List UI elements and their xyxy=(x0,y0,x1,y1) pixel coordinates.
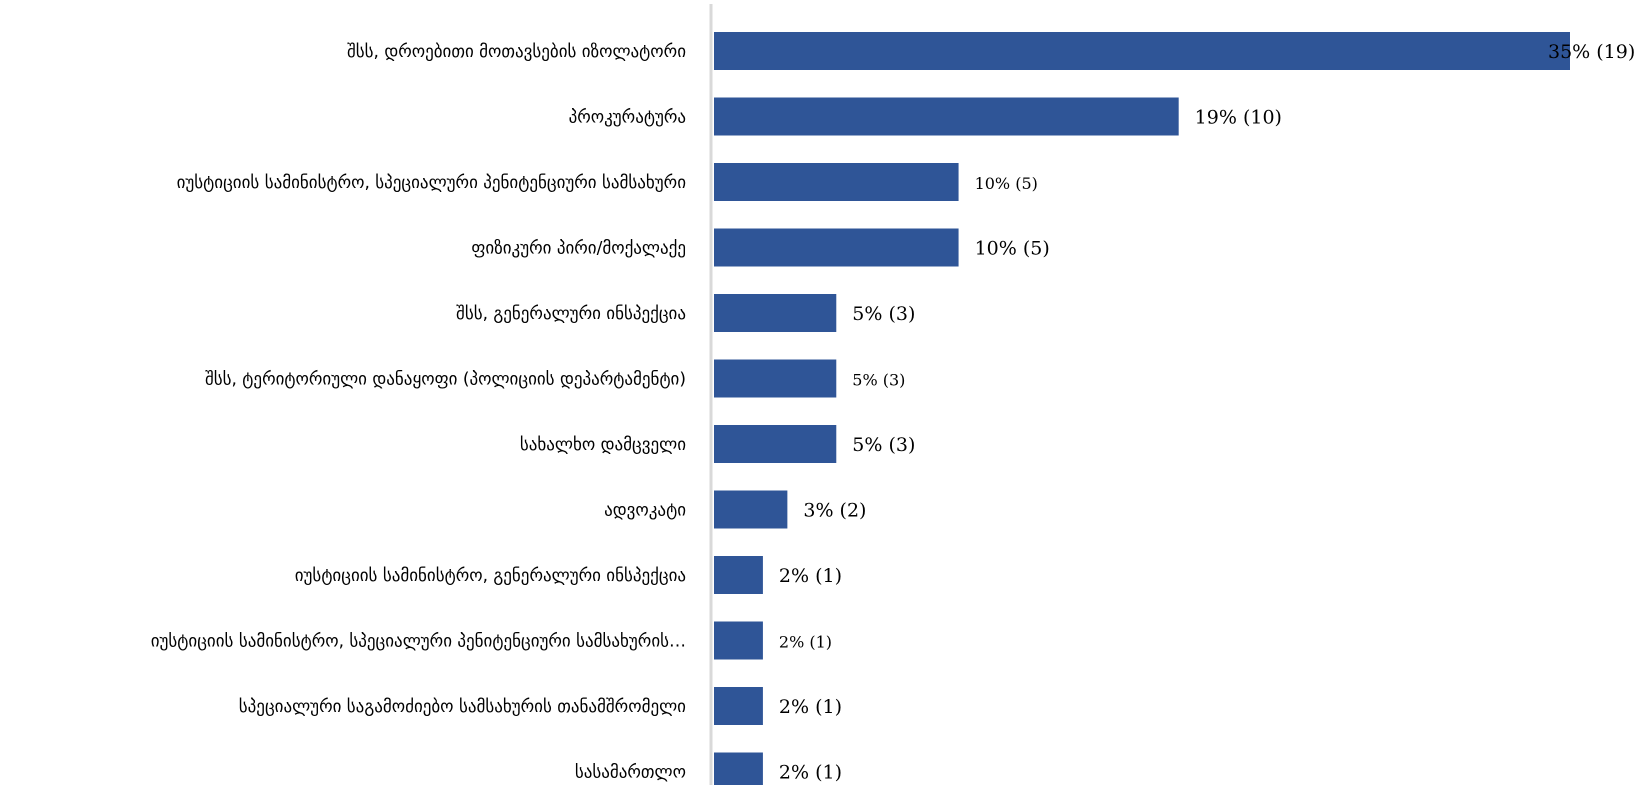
data-label: 2% (1) xyxy=(779,565,842,587)
category-label: ადვოკატი xyxy=(604,501,686,521)
category-label: იუსტიციის სამინისტრო, გენერალური ინსპექც… xyxy=(295,566,686,586)
category-label: სასამართლო xyxy=(575,763,686,783)
bar xyxy=(714,425,837,463)
category-label: შსს, დროებითი მოთავსების იზოლატორი xyxy=(347,42,686,62)
bar xyxy=(714,490,788,529)
data-label: 3% (2) xyxy=(803,500,866,522)
data-label: 10% (5) xyxy=(975,174,1038,193)
category-label: სახალხო დამცველი xyxy=(520,435,686,455)
data-label: 2% (1) xyxy=(779,762,842,784)
bar xyxy=(714,359,837,398)
category-label: ფიზიკური პირი/მოქალაქე xyxy=(471,239,686,259)
bar xyxy=(714,621,763,660)
data-label: 5% (3) xyxy=(852,303,915,325)
category-label: იუსტიციის სამინისტრო, სპეციალური პენიტენ… xyxy=(177,173,686,193)
bar xyxy=(714,228,959,267)
bar xyxy=(714,163,959,201)
data-label: 10% (5) xyxy=(975,238,1050,260)
category-label: შსს, ტერიტორიული დანაყოფი (პოლიციის დეპა… xyxy=(205,370,686,390)
bar xyxy=(714,556,763,594)
data-label: 35% (19) xyxy=(1548,41,1635,63)
data-label: 5% (3) xyxy=(852,371,905,390)
data-label: 2% (1) xyxy=(779,696,842,718)
data-label: 2% (1) xyxy=(779,633,832,652)
category-label: პროკურატურა xyxy=(569,108,686,128)
data-labels-group: 35% (19) 19% (10) 10% (5) 10% (5) 5% (3) 5% (… xyxy=(779,41,1635,784)
category-label: სპეციალური საგამოძიებო სამსახურის თანამშ… xyxy=(239,697,686,717)
bar xyxy=(714,294,837,332)
category-label: იუსტიციის სამინისტრო, სპეციალური პენიტენ… xyxy=(151,632,686,652)
bar xyxy=(714,752,763,785)
bar xyxy=(714,32,1570,70)
bar xyxy=(714,687,763,725)
data-label: 5% (3) xyxy=(852,434,915,456)
category-label: შსს, გენერალური ინსპექცია xyxy=(456,304,686,324)
category-labels-group: შსს, დროებითი მოთავსების იზოლატორი პროკურ… xyxy=(151,42,686,783)
bars-group xyxy=(714,32,1570,785)
bar xyxy=(714,97,1179,136)
data-label: 19% (10) xyxy=(1195,107,1282,129)
